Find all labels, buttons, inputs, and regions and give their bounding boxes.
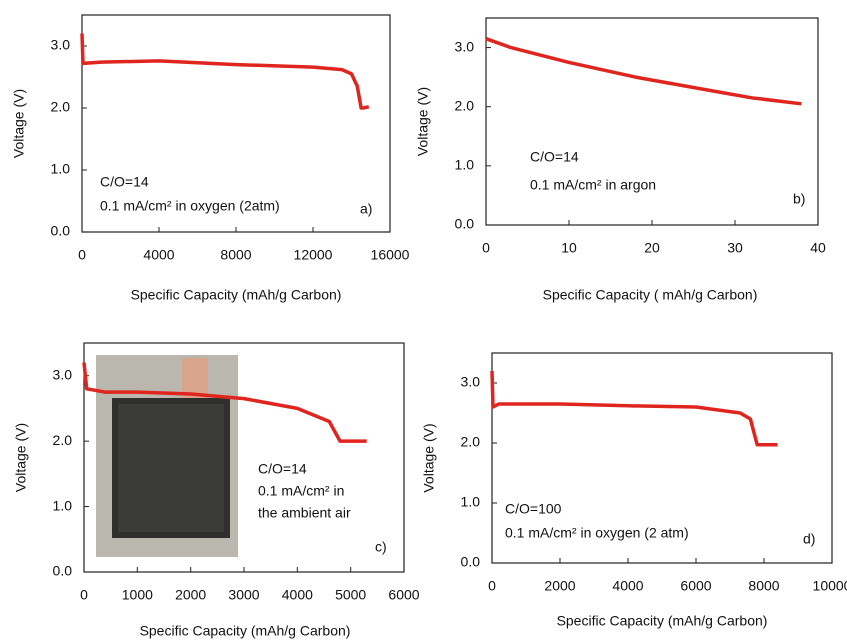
y-tick-label: 3.0	[461, 374, 481, 390]
annotation: 0.1 mA/cm² in oxygen (2atm)	[100, 198, 280, 214]
y-tick-label: 2.0	[53, 432, 73, 448]
panel-label: a)	[360, 201, 372, 217]
annotation: 0.1 mA/cm² in oxygen (2 atm)	[505, 525, 689, 541]
x-tick-label: 5000	[335, 587, 366, 603]
y-tick-label: 0.0	[461, 554, 481, 570]
x-tick-label: 6000	[680, 578, 711, 594]
annotation: 0.1 mA/cm² in	[258, 483, 344, 499]
y-tick-label: 1.0	[51, 161, 71, 177]
x-tick-label: 4000	[282, 587, 313, 603]
x-tick-label: 0	[80, 587, 88, 603]
annotation: C/O=14	[100, 174, 149, 190]
x-tick-label: 0	[78, 247, 86, 263]
x-tick-label: 8000	[748, 578, 779, 594]
x-tick-label: 10	[561, 240, 577, 256]
x-tick-label: 4000	[612, 578, 643, 594]
x-tick-label: 2000	[175, 587, 206, 603]
y-tick-label: 3.0	[455, 38, 475, 54]
voltage-curve	[82, 362, 367, 443]
y-axis-label: Voltage (V)	[415, 87, 431, 156]
y-axis-label: Voltage (V)	[421, 423, 437, 492]
x-tick-label: 1000	[122, 587, 153, 603]
x-tick-label: 30	[727, 240, 743, 256]
x-tick-label: 20	[644, 240, 660, 256]
panel-label: d)	[803, 531, 815, 547]
y-tick-label: 0.0	[53, 563, 73, 579]
annotation: C/O=14	[530, 149, 579, 165]
y-tick-label: 2.0	[51, 99, 71, 115]
y-tick-label: 2.0	[461, 434, 481, 450]
x-axis-label: Specific Capacity (mAh/g Carbon)	[131, 287, 342, 303]
x-tick-label: 0	[488, 578, 496, 594]
x-tick-label: 16000	[371, 247, 410, 263]
panel-label: c)	[375, 539, 387, 555]
y-tick-label: 0.0	[455, 216, 475, 232]
y-axis-label: Voltage (V)	[13, 423, 29, 492]
annotation: the ambient air	[258, 505, 351, 521]
y-tick-label: 2.0	[455, 97, 475, 113]
x-tick-label: 3000	[228, 587, 259, 603]
panel-label: b)	[793, 191, 805, 207]
x-tick-label: 8000	[220, 247, 251, 263]
annotation: C/O=100	[505, 501, 562, 517]
voltage-curve	[80, 33, 370, 110]
inset-photo	[96, 355, 238, 557]
x-tick-label: 12000	[294, 247, 333, 263]
y-tick-label: 0.0	[51, 223, 71, 239]
y-tick-label: 3.0	[53, 366, 73, 382]
y-axis-label: Voltage (V)	[11, 89, 27, 158]
x-axis-label: Specific Capacity (mAh/g Carbon)	[557, 613, 768, 629]
x-tick-label: 40	[810, 240, 826, 256]
x-axis-label: Specific Capacity (mAh/g Carbon)	[140, 623, 351, 639]
plot-frame	[485, 17, 819, 226]
y-tick-label: 1.0	[461, 494, 481, 510]
x-axis-label: Specific Capacity ( mAh/g Carbon)	[543, 287, 758, 303]
annotation: 0.1 mA/cm² in argon	[530, 177, 656, 193]
y-tick-label: 3.0	[51, 37, 71, 53]
y-tick-label: 1.0	[53, 497, 73, 513]
x-tick-label: 4000	[143, 247, 174, 263]
x-tick-label: 2000	[544, 578, 575, 594]
y-tick-label: 1.0	[455, 157, 475, 173]
voltage-curve	[485, 37, 802, 106]
x-tick-label: 6000	[388, 587, 419, 603]
voltage-curve	[490, 370, 778, 447]
x-tick-label: 0	[482, 240, 490, 256]
annotation: C/O=14	[258, 461, 307, 477]
plot-frame	[491, 352, 833, 564]
